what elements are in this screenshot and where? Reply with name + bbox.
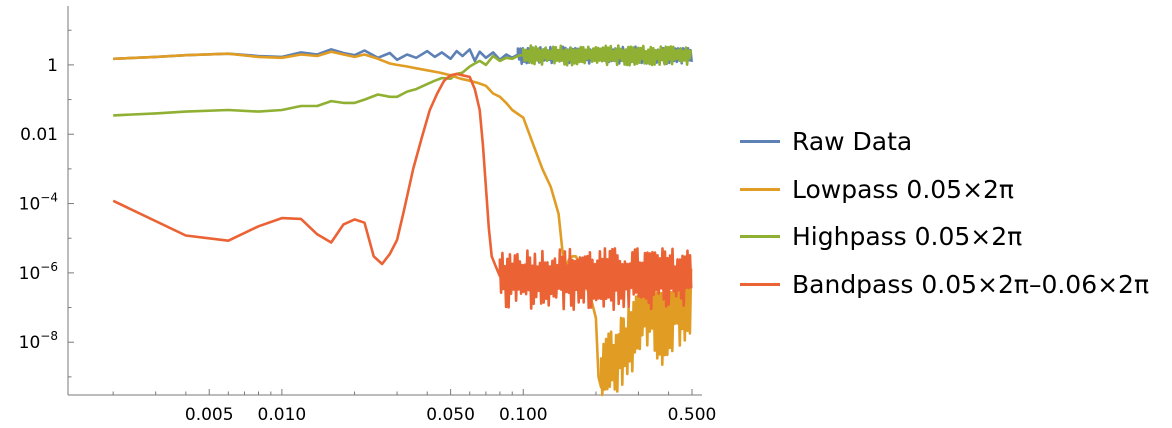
chart-plot: 0.005 0.010 0.050 0.100 0.500 1 0.01 10−4 10−6 10… xyxy=(19,6,717,425)
y-tick-label: 10−6 xyxy=(19,260,58,284)
legend-item-highpass: Highpass 0.05×2π xyxy=(740,213,1149,261)
x-tick-label: 0.500 xyxy=(668,405,717,425)
legend-item-lowpass: Lowpass 0.05×2π xyxy=(740,166,1149,214)
y-tick-label: 10−4 xyxy=(19,191,58,215)
legend-swatch xyxy=(740,187,780,191)
y-tick-label: 1 xyxy=(47,56,58,76)
legend-swatch xyxy=(740,235,780,239)
x-tick-label: 0.100 xyxy=(499,405,548,425)
x-tick-label: 0.010 xyxy=(258,405,307,425)
legend-label: Lowpass 0.05×2π xyxy=(792,174,1014,204)
legend: Raw Data Lowpass 0.05×2π Highpass 0.05×2… xyxy=(740,118,1149,308)
legend-swatch xyxy=(740,283,780,287)
y-tick-label: 0.01 xyxy=(20,125,58,145)
series-line xyxy=(112,72,693,311)
series-line xyxy=(113,44,693,117)
series-layer xyxy=(112,44,693,397)
legend-item-raw-data: Raw Data xyxy=(740,118,1149,166)
legend-swatch xyxy=(740,140,780,144)
x-tick-label: 0.005 xyxy=(185,405,234,425)
legend-label: Bandpass 0.05×2π–0.06×2π xyxy=(792,270,1150,300)
legend-item-bandpass: Bandpass 0.05×2π–0.06×2π xyxy=(740,261,1149,309)
y-tick-label: 10−8 xyxy=(19,329,58,353)
legend-label: Highpass 0.05×2π xyxy=(792,222,1023,252)
axes: 0.005 0.010 0.050 0.100 0.500 1 0.01 10−4 10−6 10… xyxy=(19,6,717,425)
series-line xyxy=(113,50,693,397)
legend-label: Raw Data xyxy=(792,127,913,157)
x-tick-label: 0.050 xyxy=(426,405,475,425)
